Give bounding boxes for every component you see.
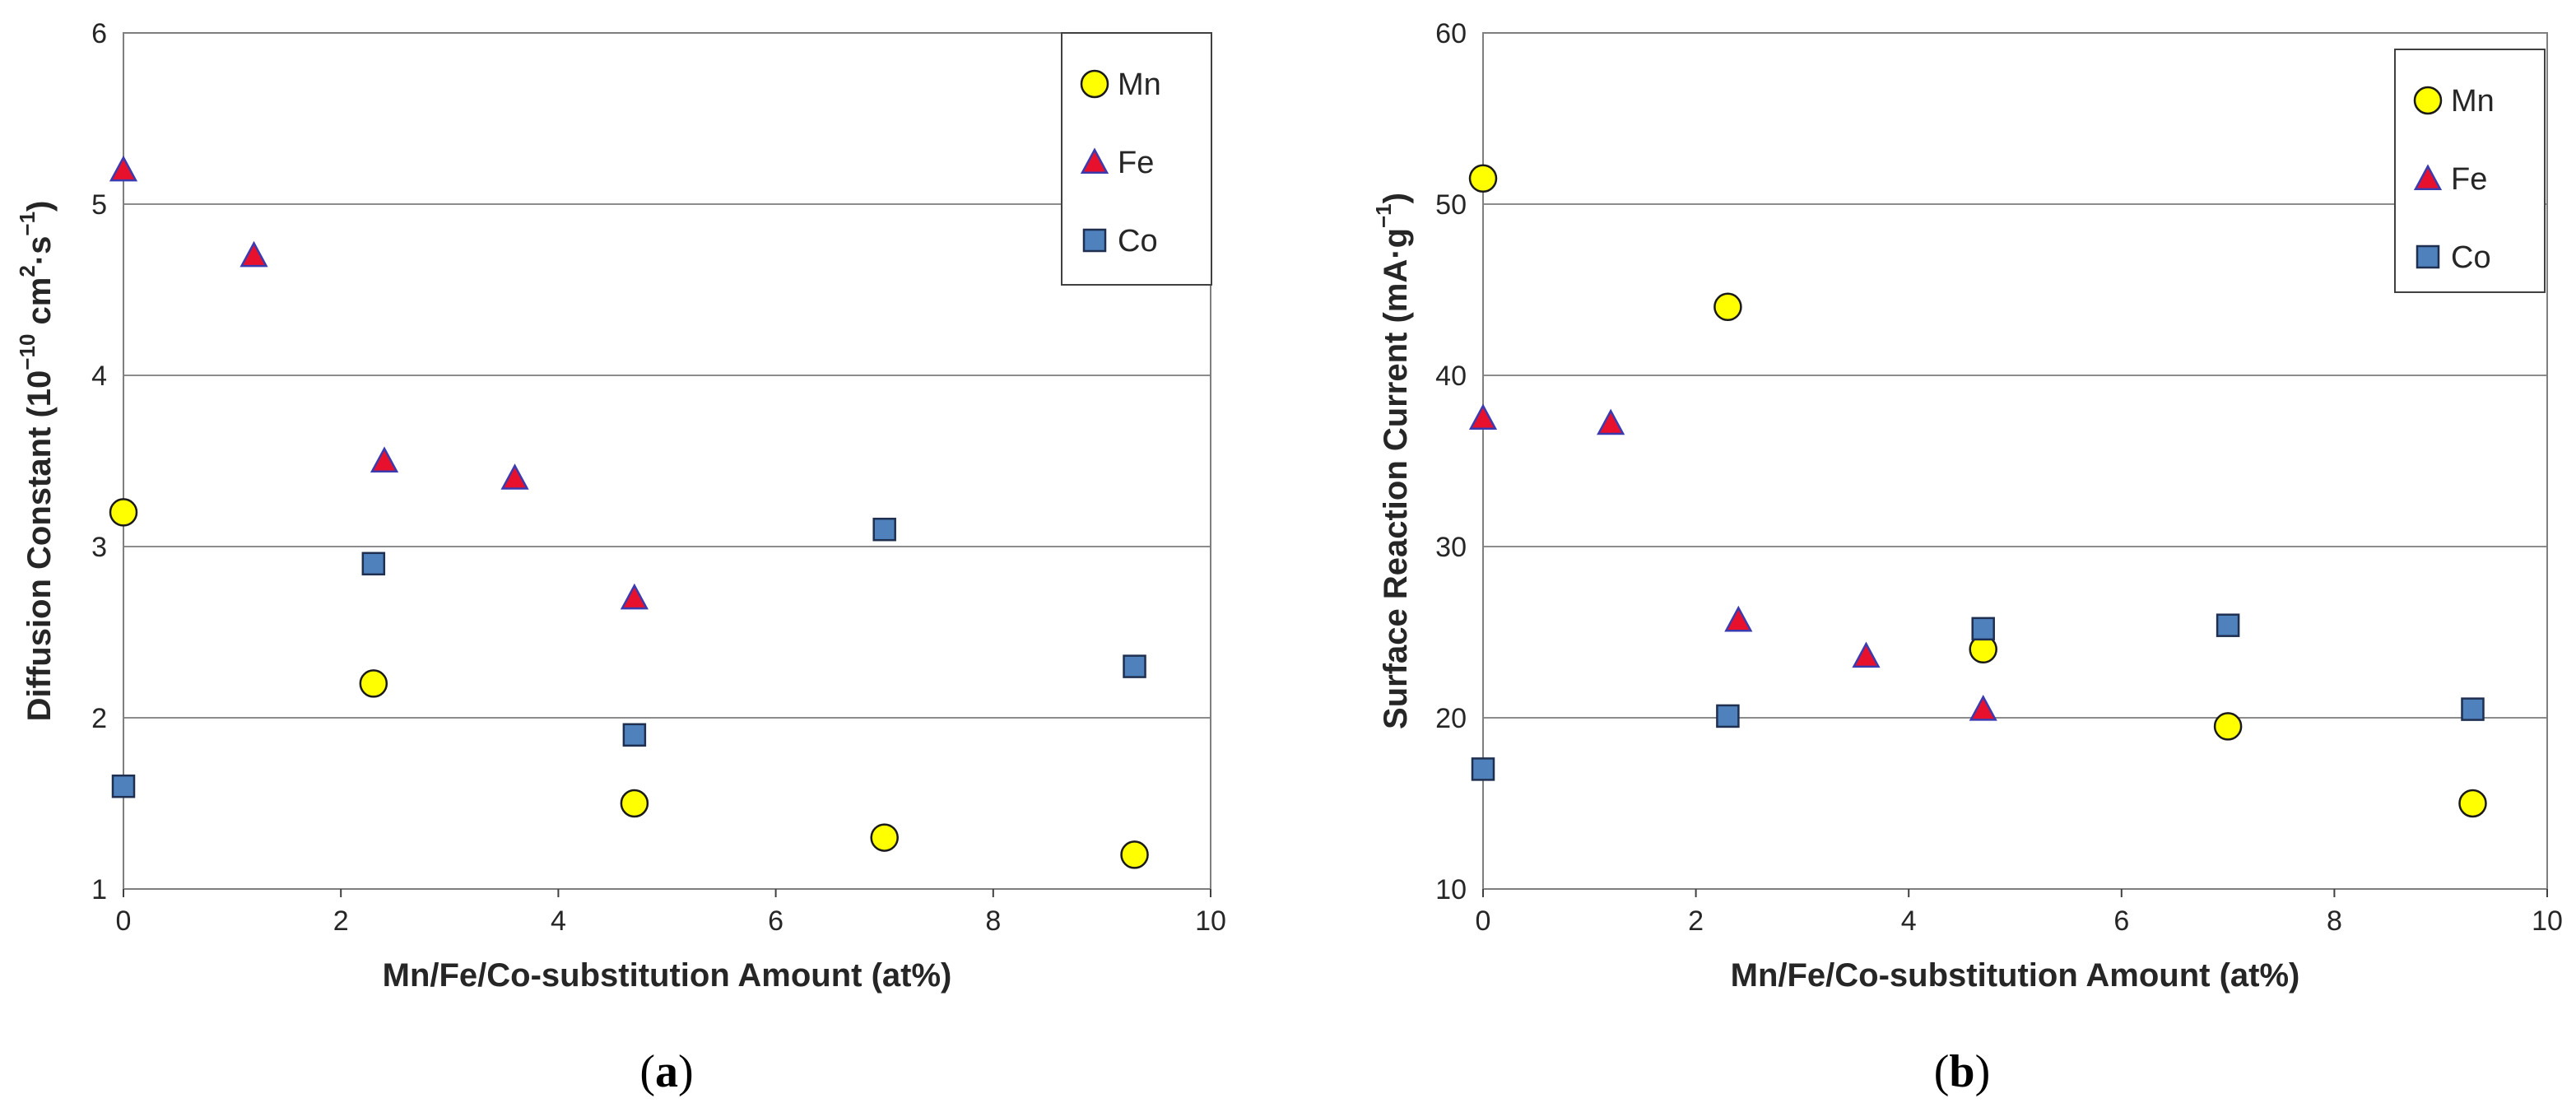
legend-label-mn: Mn [1118, 67, 1161, 102]
x-tick-label: 10 [2532, 905, 2563, 937]
panel-a-ylabel-exp2: 2 [15, 265, 40, 277]
data-point-mn [2213, 712, 2243, 741]
panel-a-caption-label: (a) [639, 1046, 693, 1097]
panel-b-chart: 10 20 30 40 50 60 0 2 4 6 8 10 Mn/Fe/Co-substituti… [1371, 18, 2563, 1097]
x-tick-label: 8 [2327, 905, 2342, 937]
panel-a-ylabel-exp3: −1 [15, 212, 40, 236]
y-tick-label: 5 [91, 189, 107, 221]
data-point-mn [2458, 789, 2487, 818]
legend-marker-mn [2413, 86, 2443, 115]
panel-a-y-tick-labels: 1 2 3 4 5 6 [91, 18, 107, 905]
data-point-fe [370, 446, 399, 472]
y-tick-label: 4 [91, 361, 107, 392]
legend-marker-co [1082, 228, 1107, 253]
legend-label-fe: Fe [1118, 146, 1154, 180]
data-point-co [622, 723, 647, 747]
data-point-fe [1852, 641, 1881, 668]
x-tick-label: 2 [1688, 905, 1704, 937]
data-point-co [1471, 757, 1495, 781]
panel-a-legend: Mn Fe Co [1061, 32, 1212, 286]
panel-a-plot-area [123, 32, 1211, 890]
panel-a-ylabel-exp1: −10 [15, 334, 40, 370]
y-tick-label: 1 [91, 874, 107, 905]
legend-label-co: Co [1118, 224, 1158, 258]
legend-marker-fe [1080, 147, 1109, 174]
panel-b-caption-letter: b [1949, 1046, 1974, 1097]
y-tick-label: 30 [1435, 532, 1467, 563]
x-tick-label: 4 [551, 905, 566, 937]
data-point-mn [870, 823, 899, 852]
data-point-mn [359, 669, 388, 698]
panel-b-ylabel-main: Surface Reaction Current (mA·g [1378, 228, 1414, 729]
panel-a-caption-letter: a [655, 1046, 678, 1097]
panel-a-x-axis-title: Mn/Fe/Co-substitution Amount (at%) [383, 957, 952, 994]
data-point-fe [620, 583, 649, 610]
x-tick-label: 2 [333, 905, 349, 937]
panel-a-ylabel-main: Diffusion Constant (10 [21, 370, 58, 722]
legend-label-mn: Mn [2451, 84, 2495, 119]
data-point-mn [620, 789, 649, 818]
x-tick-label: 8 [985, 905, 1001, 937]
data-point-fe [1724, 605, 1753, 632]
data-point-co [2461, 697, 2485, 721]
y-tick-label: 60 [1435, 18, 1467, 49]
data-point-co [111, 774, 136, 798]
panel-b-y-tick-labels: 10 20 30 40 50 60 [1435, 18, 1467, 905]
panel-b-ylabel-close: ) [1378, 193, 1414, 203]
y-tick-label: 50 [1435, 189, 1467, 221]
panel-a-ylabel-mid: cm [21, 277, 58, 334]
panel-a-data-points [109, 155, 1149, 869]
y-tick-label: 3 [91, 532, 107, 563]
data-point-co [1123, 654, 1146, 678]
data-point-mn [109, 498, 138, 527]
y-tick-label: 2 [91, 703, 107, 734]
data-point-fe [1597, 408, 1625, 435]
panel-b-data-points [1468, 164, 2487, 818]
data-point-fe [239, 240, 268, 268]
panel-a-ylabel-close: ) [21, 201, 58, 212]
panel-b-y-axis-title: Surface Reaction Current (mA·g−1) [1371, 193, 1414, 729]
data-point-fe [1969, 694, 1997, 721]
x-tick-label: 0 [1476, 905, 1491, 937]
legend-marker-co [2416, 244, 2440, 269]
panel-b-x-axis-title: Mn/Fe/Co-substitution Amount (at%) [1731, 957, 2300, 994]
y-tick-label: 6 [91, 18, 107, 49]
data-point-fe [500, 463, 529, 490]
legend-marker-mn [1080, 69, 1109, 99]
panel-b-caption-label: (b) [1934, 1046, 1990, 1097]
data-point-co [361, 552, 386, 576]
panel-a-chart: 1 2 3 4 5 6 0 2 4 6 8 10 Mn/Fe/Co-substitution Amo… [15, 18, 1226, 1097]
panel-b-x-tick-labels: 0 2 4 6 8 10 [1476, 889, 2563, 937]
panel-b-plot-area [1482, 32, 2548, 890]
data-point-fe [109, 155, 138, 182]
data-point-mn [1120, 840, 1149, 869]
x-tick-label: 6 [2113, 905, 2129, 937]
legend-marker-fe [2413, 164, 2443, 190]
y-tick-label: 10 [1435, 874, 1467, 905]
data-point-co [2216, 613, 2240, 637]
panel-a-gridlines [123, 33, 1211, 890]
data-point-co [872, 517, 896, 542]
panel-a-y-axis-title: Diffusion Constant (10−10 cm2·s−1) [15, 201, 58, 722]
data-point-mn [1713, 292, 1742, 322]
panel-b-ylabel-exp1: −1 [1371, 203, 1396, 228]
panel-b-legend: Mn Fe Co [2394, 49, 2546, 293]
legend-label-fe: Fe [2451, 162, 2487, 197]
x-tick-label: 0 [116, 905, 132, 937]
data-point-co [1716, 704, 1740, 728]
data-point-fe [1468, 403, 1498, 430]
data-point-co [1971, 617, 1995, 641]
panel-a-x-tick-labels: 0 2 4 6 8 10 [116, 889, 1226, 937]
x-tick-label: 4 [1901, 905, 1917, 937]
x-tick-label: 10 [1195, 905, 1226, 937]
y-tick-label: 40 [1435, 361, 1467, 392]
x-tick-label: 6 [768, 905, 783, 937]
data-point-mn [1468, 164, 1498, 193]
legend-label-co: Co [2451, 240, 2491, 275]
panel-a-ylabel-dot: ·s [21, 236, 58, 266]
y-tick-label: 20 [1435, 703, 1467, 734]
panel-b-gridlines [1482, 33, 2547, 890]
